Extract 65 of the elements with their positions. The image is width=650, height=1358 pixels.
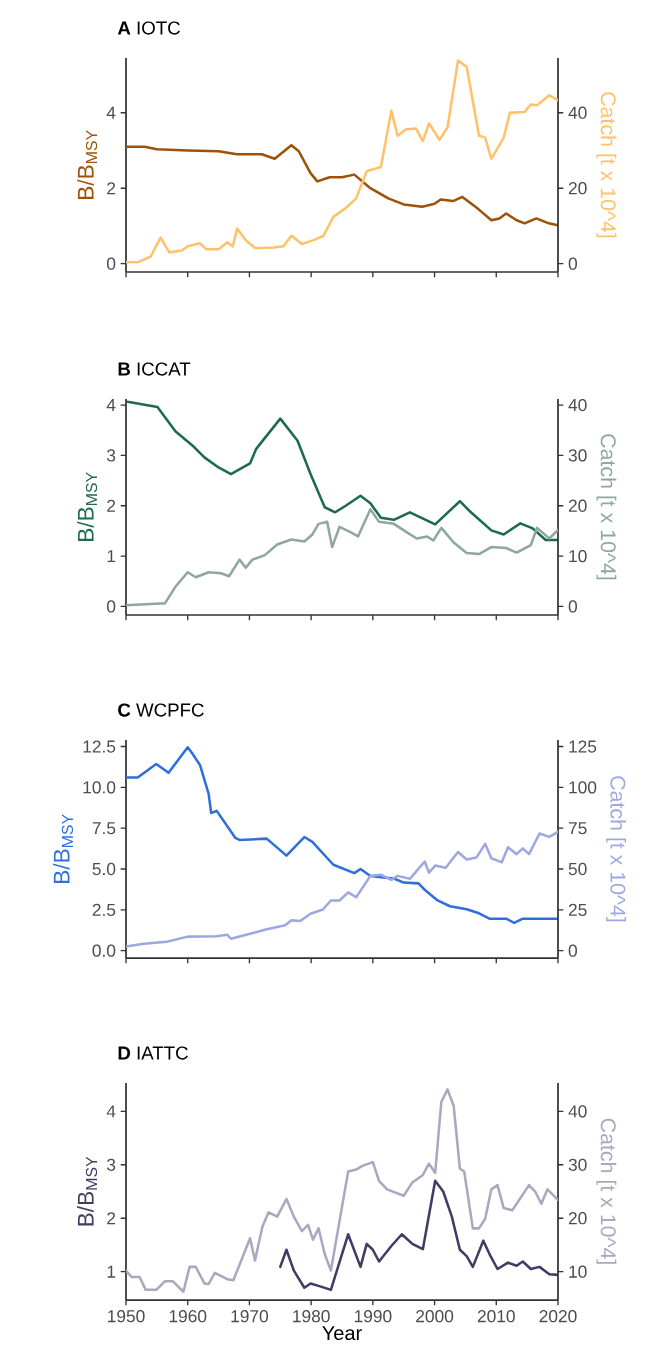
y-tick-label: 3	[106, 449, 116, 462]
y2-tick-label: 125	[569, 740, 597, 753]
y-tick-label: 5.0	[92, 862, 116, 876]
y2-tick-label: 0	[568, 257, 578, 270]
line-series	[126, 400, 558, 542]
line-series	[126, 830, 558, 948]
y2-tick-label: 20	[568, 182, 587, 195]
line-series	[126, 143, 558, 227]
y-tick-label: 3	[106, 1158, 116, 1171]
y-axis-title: B/B$_{MSY}$	[77, 1156, 98, 1226]
y-tick-label: 1	[107, 1265, 116, 1278]
x-tick-label: 1990	[354, 1310, 392, 1323]
line-series	[126, 508, 558, 607]
line-series	[126, 746, 558, 925]
x-tick-label: 2020	[539, 1310, 577, 1323]
y-tick-label: 12.5	[83, 740, 116, 753]
y-tick-label: 4	[106, 399, 116, 411]
y-tick-label: 4	[106, 1105, 116, 1118]
y2-tick-label: 0	[568, 944, 578, 957]
y-axis-title: B/B$_{MSY}$	[53, 814, 74, 883]
y2-tick-label: 40	[568, 106, 587, 119]
y2-tick-label: 0	[568, 600, 578, 613]
line-series	[126, 1088, 558, 1293]
y-tick-label: 0.0	[92, 944, 116, 957]
chart-title: D IATTC	[118, 1046, 188, 1060]
y2-axis-title: Catch [t x 10^4]	[596, 92, 617, 238]
x-tick-label: 2010	[477, 1310, 515, 1323]
x-tick-label: 2000	[416, 1310, 454, 1323]
y2-tick-label: 100	[569, 781, 597, 794]
chart-title: B ICCAT	[118, 362, 191, 376]
y2-axis-title: Catch [t x 10^4]	[596, 1118, 617, 1264]
y2-tick-label: 30	[568, 1158, 587, 1171]
y-tick-label: 4	[106, 106, 116, 119]
y2-tick-label: 25	[568, 903, 587, 916]
y2-tick-label: 40	[568, 398, 587, 412]
line-series	[126, 59, 558, 264]
y-tick-label: 7.5	[92, 822, 116, 835]
y-tick-label: 0	[106, 600, 116, 613]
y2-tick-label: 10	[569, 549, 587, 563]
chart-title: A IOTC	[117, 21, 180, 35]
y2-tick-label: 10	[569, 1265, 587, 1278]
y-tick-label: 2	[107, 1212, 116, 1225]
x-tick-label: 1960	[169, 1310, 207, 1323]
y2-tick-label: 40	[568, 1105, 587, 1118]
y2-axis-title: Catch [t x 10^4]	[596, 434, 617, 580]
y2-tick-label: 20	[568, 499, 587, 512]
y-tick-label: 10.0	[83, 781, 116, 794]
x-tick-label: 1970	[231, 1310, 269, 1323]
x-axis-title: Year	[322, 1326, 362, 1341]
y2-axis-title: Catch [t x 10^4]	[606, 776, 626, 922]
y-tick-label: 2	[107, 499, 116, 512]
line-series	[279, 1179, 558, 1292]
y-tick-label: 2	[107, 182, 116, 195]
y2-tick-label: 30	[568, 449, 587, 462]
chart-title: C WCPFC	[118, 703, 204, 717]
y-tick-label: 2.5	[92, 903, 116, 916]
y-axis-title: B/B$_{MSY}$	[77, 472, 98, 541]
y-axis-title: B/B$_{MSY}$	[77, 130, 98, 199]
y2-tick-label: 50	[568, 862, 587, 876]
x-tick-label: 1950	[108, 1310, 145, 1323]
y-tick-label: 1	[107, 550, 116, 563]
y2-tick-label: 75	[568, 822, 587, 835]
x-tick-label: 1980	[293, 1310, 330, 1323]
y-tick-label: 0	[106, 257, 116, 270]
y2-tick-label: 20	[568, 1212, 587, 1225]
